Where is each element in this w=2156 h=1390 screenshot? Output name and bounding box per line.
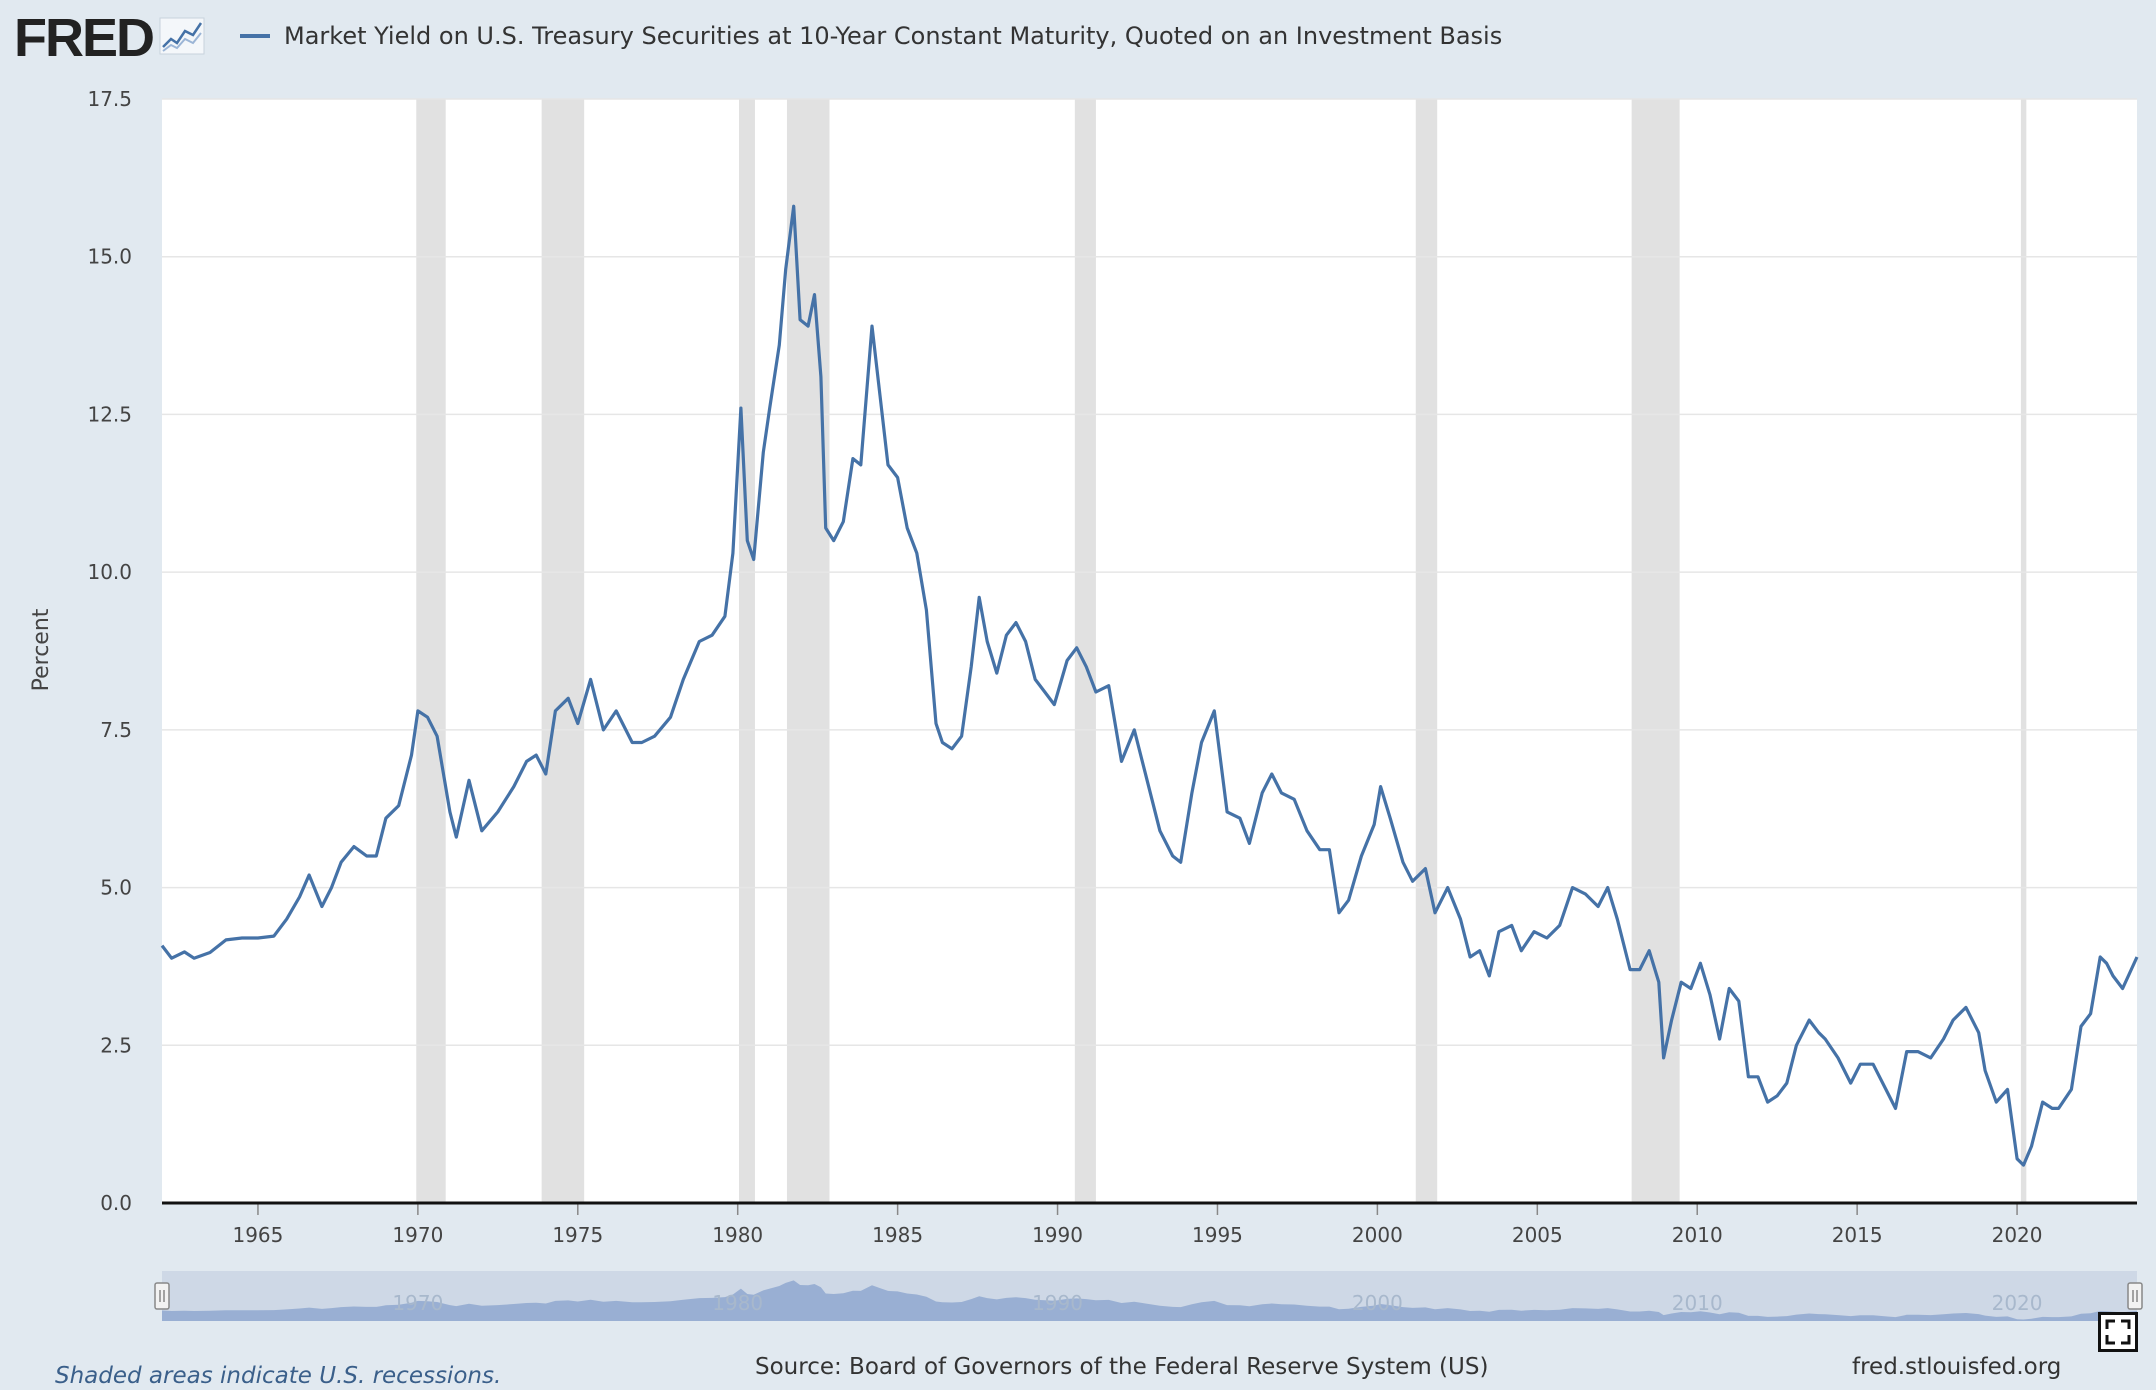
chart-header: FRED Market Yield on U.S. Treasury Secur…: [0, 0, 2156, 80]
series-line: [160, 204, 2139, 1167]
line-graph-icon: [159, 17, 205, 59]
y-axis-label: Percent: [29, 608, 54, 691]
navigator-tick-label: 2020: [1992, 1291, 2043, 1315]
y-tick-label: 17.5: [87, 87, 132, 111]
navigator-handle-right[interactable]: [2127, 1282, 2143, 1310]
legend-swatch: [240, 34, 270, 38]
gridlines: [162, 98, 2137, 1047]
recession-band: [416, 99, 446, 1203]
navigator-ticks: 1970 1980 1990 2000 2010 2020: [392, 1291, 2042, 1315]
x-tick-label: 1995: [1192, 1223, 1243, 1247]
y-tick-label: 15.0: [87, 245, 132, 269]
x-axis-ticks: 1965 1970 1975 1980 1985 1990 1995 2000 2005 2010…: [232, 1203, 2043, 1247]
x-tick-label: 1970: [392, 1223, 443, 1247]
recession-band: [1631, 99, 1680, 1203]
recession-band: [2020, 99, 2027, 1203]
recession-band: [786, 99, 830, 1203]
x-tick-label: 2000: [1352, 1223, 1403, 1247]
x-tick-label: 2015: [1832, 1223, 1883, 1247]
recession-note: Shaded areas indicate U.S. recessions.: [55, 1363, 502, 1389]
y-axis-ticks: 0.0 2.5 5.0 7.5 10.0 12.5 15.0 17.5: [87, 87, 132, 1215]
y-tick-label: 2.5: [100, 1033, 132, 1057]
navigator-tick-label: 2010: [1672, 1291, 1723, 1315]
navigator-area: [162, 1280, 2137, 1321]
fred-logo[interactable]: FRED: [14, 10, 205, 66]
line-chart: 0.02.55.07.510.012.515.017.5 1965 1970 197…: [29, 87, 2143, 1321]
recession-band: [738, 99, 755, 1203]
y-tick-label: 5.0: [100, 876, 132, 900]
fullscreen-icon[interactable]: [2098, 1312, 2138, 1352]
fred-logo-text: FRED: [14, 8, 155, 68]
navigator-handle-left[interactable]: [154, 1282, 170, 1310]
x-tick-label: 1965: [232, 1223, 283, 1247]
navigator-tick-label: 1980: [712, 1291, 763, 1315]
navigator-tick-label: 1970: [392, 1291, 443, 1315]
x-tick-label: 1985: [872, 1223, 923, 1247]
y-tick-label: 0.0: [100, 1191, 132, 1215]
source-text: Source: Board of Governors of the Federa…: [755, 1354, 1489, 1380]
navigator-tick-label: 2000: [1352, 1291, 1403, 1315]
recession-band: [1415, 99, 1438, 1203]
x-tick-label: 2005: [1512, 1223, 1563, 1247]
navigator-tick-label: 1990: [1032, 1291, 1083, 1315]
x-tick-label: 1990: [1032, 1223, 1083, 1247]
recession-band: [541, 99, 585, 1203]
x-tick-label: 1980: [712, 1223, 763, 1247]
recession-bands: [416, 99, 2027, 1203]
y-tick-label: 10.0: [87, 560, 132, 584]
y-tick-label: 7.5: [100, 718, 132, 742]
x-tick-label: 2010: [1672, 1223, 1723, 1247]
plot-area: [162, 99, 2137, 1203]
x-tick-label: 2020: [1992, 1223, 2043, 1247]
x-tick-label: 1975: [552, 1223, 603, 1247]
recession-band: [1074, 99, 1096, 1203]
range-navigator[interactable]: 1970 1980 1990 2000 2010 2020: [154, 1271, 2143, 1321]
series-title: Market Yield on U.S. Treasury Securities…: [284, 22, 1503, 50]
series-legend: Market Yield on U.S. Treasury Securities…: [240, 22, 1502, 50]
site-link[interactable]: fred.stlouisfed.org: [1852, 1354, 2062, 1380]
y-tick-label: 12.5: [87, 402, 132, 426]
